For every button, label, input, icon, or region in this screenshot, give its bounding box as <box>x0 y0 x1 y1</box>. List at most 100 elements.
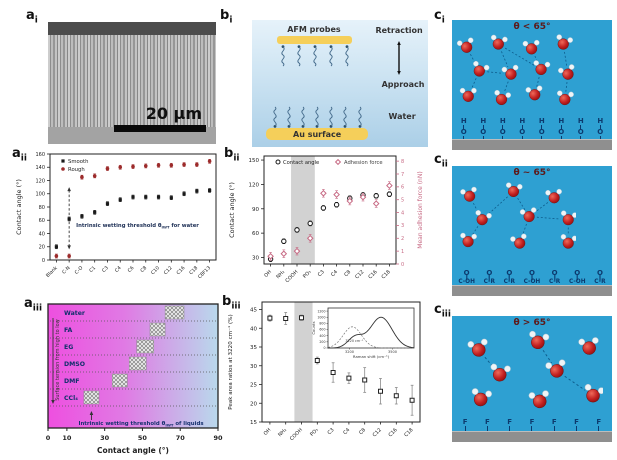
carbonyl-group: O ‖ C-OH <box>568 269 586 286</box>
svg-text:60: 60 <box>39 218 45 224</box>
svg-text:200: 200 <box>319 340 325 344</box>
svg-text:C3: C3 <box>317 269 326 278</box>
svg-text:C16: C16 <box>367 269 378 280</box>
au-surface-bar: Au surface <box>266 128 369 140</box>
c-i-substrate <box>452 139 612 150</box>
svg-text:DMF: DMF <box>64 378 80 385</box>
svg-text:3500: 3500 <box>388 350 397 354</box>
fluorine-group: F <box>574 419 579 432</box>
fluorine-group: F <box>485 419 490 432</box>
carbonyl-group: O ‖ C-OH <box>458 269 475 286</box>
sem-top-band <box>48 22 216 35</box>
svg-text:C10: C10 <box>150 265 161 276</box>
svg-text:40: 40 <box>250 326 257 332</box>
svg-text:80: 80 <box>39 205 45 211</box>
afm-probe-bar <box>276 36 353 44</box>
svg-text:Contact angle: Contact angle <box>283 160 319 166</box>
scale-bar-label: 20 μm <box>145 104 202 123</box>
svg-text:NH₂: NH₂ <box>277 427 288 438</box>
svg-text:160: 160 <box>35 152 45 158</box>
panel-a-i: ai 20 μm <box>26 8 218 148</box>
carbonyl-group: O ‖ C-R <box>503 269 515 286</box>
svg-text:400: 400 <box>319 334 325 338</box>
svg-text:C8F13: C8F13 <box>197 265 212 280</box>
svg-text:0: 0 <box>42 258 45 264</box>
panel-b-ii: bii 30 60 90 120 150 Contact angle (°) 0 1 2 3 4 5 6… <box>224 146 432 298</box>
approach-retraction-arrow <box>397 41 401 75</box>
carbonyl-group: O ‖ C-R <box>483 269 495 286</box>
chart-a-ii: 0 20 40 60 80 100 120 140 160 Contact angle (°) Bl… <box>15 152 217 280</box>
svg-text:Contact angle (°): Contact angle (°) <box>15 179 23 235</box>
svg-text:C12: C12 <box>372 427 383 438</box>
svg-text:140: 140 <box>35 165 45 171</box>
svg-text:Rough: Rough <box>68 167 85 173</box>
afm-probes-label: AFM probes <box>287 25 341 34</box>
svg-text:90: 90 <box>213 434 223 442</box>
svg-text:0: 0 <box>323 346 325 350</box>
svg-text:100: 100 <box>35 192 45 198</box>
svg-text:8: 8 <box>401 159 404 165</box>
svg-text:C6: C6 <box>127 265 136 274</box>
c-ii-theta-label: θ ~ 65° <box>513 168 551 178</box>
svg-text:C8: C8 <box>139 265 148 274</box>
svg-text:45: 45 <box>250 308 257 314</box>
svg-text:3200: 3200 <box>345 350 354 354</box>
svg-text:0: 0 <box>46 434 51 442</box>
retraction-label: Retraction <box>375 26 423 35</box>
svg-text:70: 70 <box>176 434 186 442</box>
svg-text:C4: C4 <box>342 427 351 436</box>
svg-text:Contact angle (°): Contact angle (°) <box>228 182 236 238</box>
svg-text:C12: C12 <box>354 269 365 280</box>
svg-text:1200: 1200 <box>317 309 325 313</box>
c-iii-theta-label: θ > 65° <box>513 318 551 328</box>
fluorine-group: F <box>463 419 468 432</box>
svg-text:15: 15 <box>250 420 257 426</box>
svg-text:C1: C1 <box>88 265 97 274</box>
svg-text:600: 600 <box>319 328 325 332</box>
svg-text:7: 7 <box>401 172 404 178</box>
c-ii-water-molecules <box>460 182 577 249</box>
c-i-theta-label: θ < 65° <box>513 22 551 32</box>
svg-text:Intrinsic wetting threshold θI: Intrinsic wetting threshold θIWT of liqu… <box>78 421 203 428</box>
c-ii-scene: θ ~ 65° O ‖ C-OH O ‖ C-R O ‖ C-R O ‖ C-OH O ‖ C-R O ‖ C-O… <box>452 166 612 296</box>
svg-text:2: 2 <box>401 236 404 242</box>
svg-text:120: 120 <box>249 182 260 188</box>
svg-text:FA: FA <box>64 327 73 334</box>
chart-b-iii: 15 20 25 30 35 40 45 Peak area ratios at 3220 c… <box>227 301 421 442</box>
carbonyl-group: O ‖ C-OH <box>523 269 541 286</box>
svg-text:C-N: C-N <box>61 265 72 276</box>
panel-b-ii-label: bii <box>224 146 240 164</box>
svg-text:Blank: Blank <box>45 265 59 279</box>
au-surface-label: Au surface <box>293 129 342 139</box>
svg-text:PO₃: PO₃ <box>302 269 313 280</box>
panel-b-iii: biii 15 20 25 30 35 40 45 Peak area ratios at 3… <box>222 294 434 460</box>
panel-c-ii: cii θ ~ 65° O ‖ C-OH O ‖ C-R O ‖ C-R O ‖ C-OH O ‖ C-R O… <box>434 152 614 300</box>
c-ii-surface-groups: O ‖ C-OH O ‖ C-R O ‖ C-R O ‖ C-OH O ‖ C-R O ‖ C-OH O ‖ C-R <box>454 270 610 286</box>
panel-b-iii-label: biii <box>222 294 241 312</box>
svg-text:120: 120 <box>35 178 45 184</box>
svg-text:20: 20 <box>39 245 45 251</box>
water-label: Water <box>388 112 416 121</box>
svg-text:90: 90 <box>252 207 259 213</box>
svg-text:40: 40 <box>39 231 45 237</box>
svg-text:10: 10 <box>62 434 72 442</box>
svg-text:C4: C4 <box>114 265 123 274</box>
panel-a-i-label: ai <box>26 8 38 26</box>
afm-scene: AFM probes Retraction Approach Water Au … <box>252 20 428 147</box>
svg-text:20: 20 <box>250 401 257 407</box>
svg-text:OH: OH <box>263 269 273 279</box>
svg-text:3: 3 <box>401 223 404 229</box>
svg-text:COOH: COOH <box>284 269 299 284</box>
svg-text:Mean adhesion force (nN): Mean adhesion force (nN) <box>417 171 424 248</box>
probe-molecule-chains <box>278 45 352 67</box>
c-ii-substrate <box>452 285 612 296</box>
svg-text:C3: C3 <box>327 427 336 436</box>
panel-c-i-label: ci <box>434 8 445 26</box>
svg-text:Adhesion force: Adhesion force <box>344 160 383 166</box>
